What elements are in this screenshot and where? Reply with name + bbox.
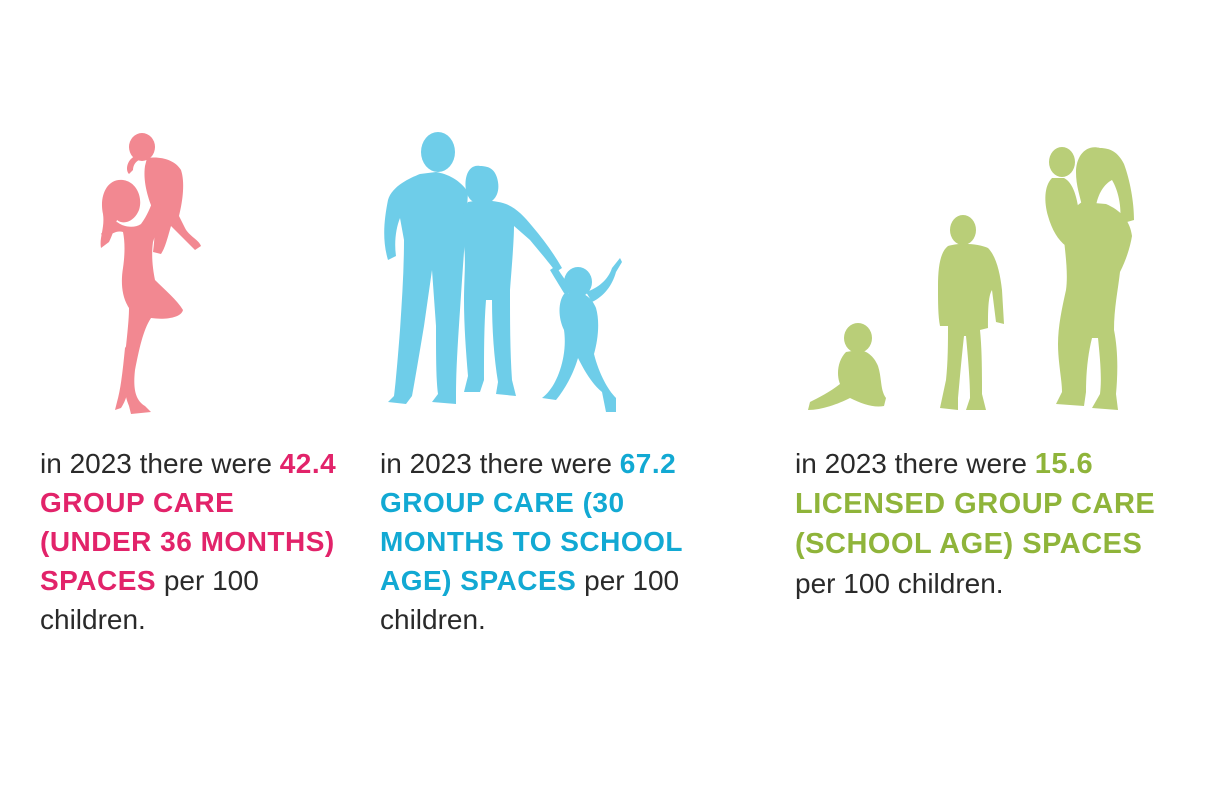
stat-caption-under-36-months: in 2023 there were 42.4 GROUP CARE (UNDE… bbox=[40, 444, 340, 639]
stat-prefix: in 2023 there were bbox=[40, 448, 272, 479]
stat-caption-30-months-to-school-age: in 2023 there were 67.2 GROUP CARE (30 M… bbox=[380, 444, 725, 639]
mother-lifting-child-icon bbox=[100, 133, 201, 414]
stat-highlight: 67.2 GROUP CARE (30 MONTHS TO SCHOOL AGE… bbox=[380, 448, 683, 596]
stat-prefix: in 2023 there were bbox=[380, 448, 612, 479]
stat-suffix: per 100 children. bbox=[380, 565, 680, 635]
stat-prefix: in 2023 there were bbox=[795, 448, 1027, 479]
stat-suffix: per 100 children. bbox=[795, 568, 1004, 599]
stat-highlight: 42.4 GROUP CARE (UNDER 36 MONTHS) SPACES bbox=[40, 448, 337, 596]
stat-highlight: 15.6 LICENSED GROUP CARE (SCHOOL AGE) SP… bbox=[795, 448, 1156, 560]
stat-caption-school-age: in 2023 there were 15.6 LICENSED GROUP C… bbox=[795, 444, 1185, 603]
children-growing-icon bbox=[808, 147, 1134, 410]
family-holding-hands-icon bbox=[384, 132, 622, 412]
stat-suffix: per 100 children. bbox=[40, 565, 259, 635]
